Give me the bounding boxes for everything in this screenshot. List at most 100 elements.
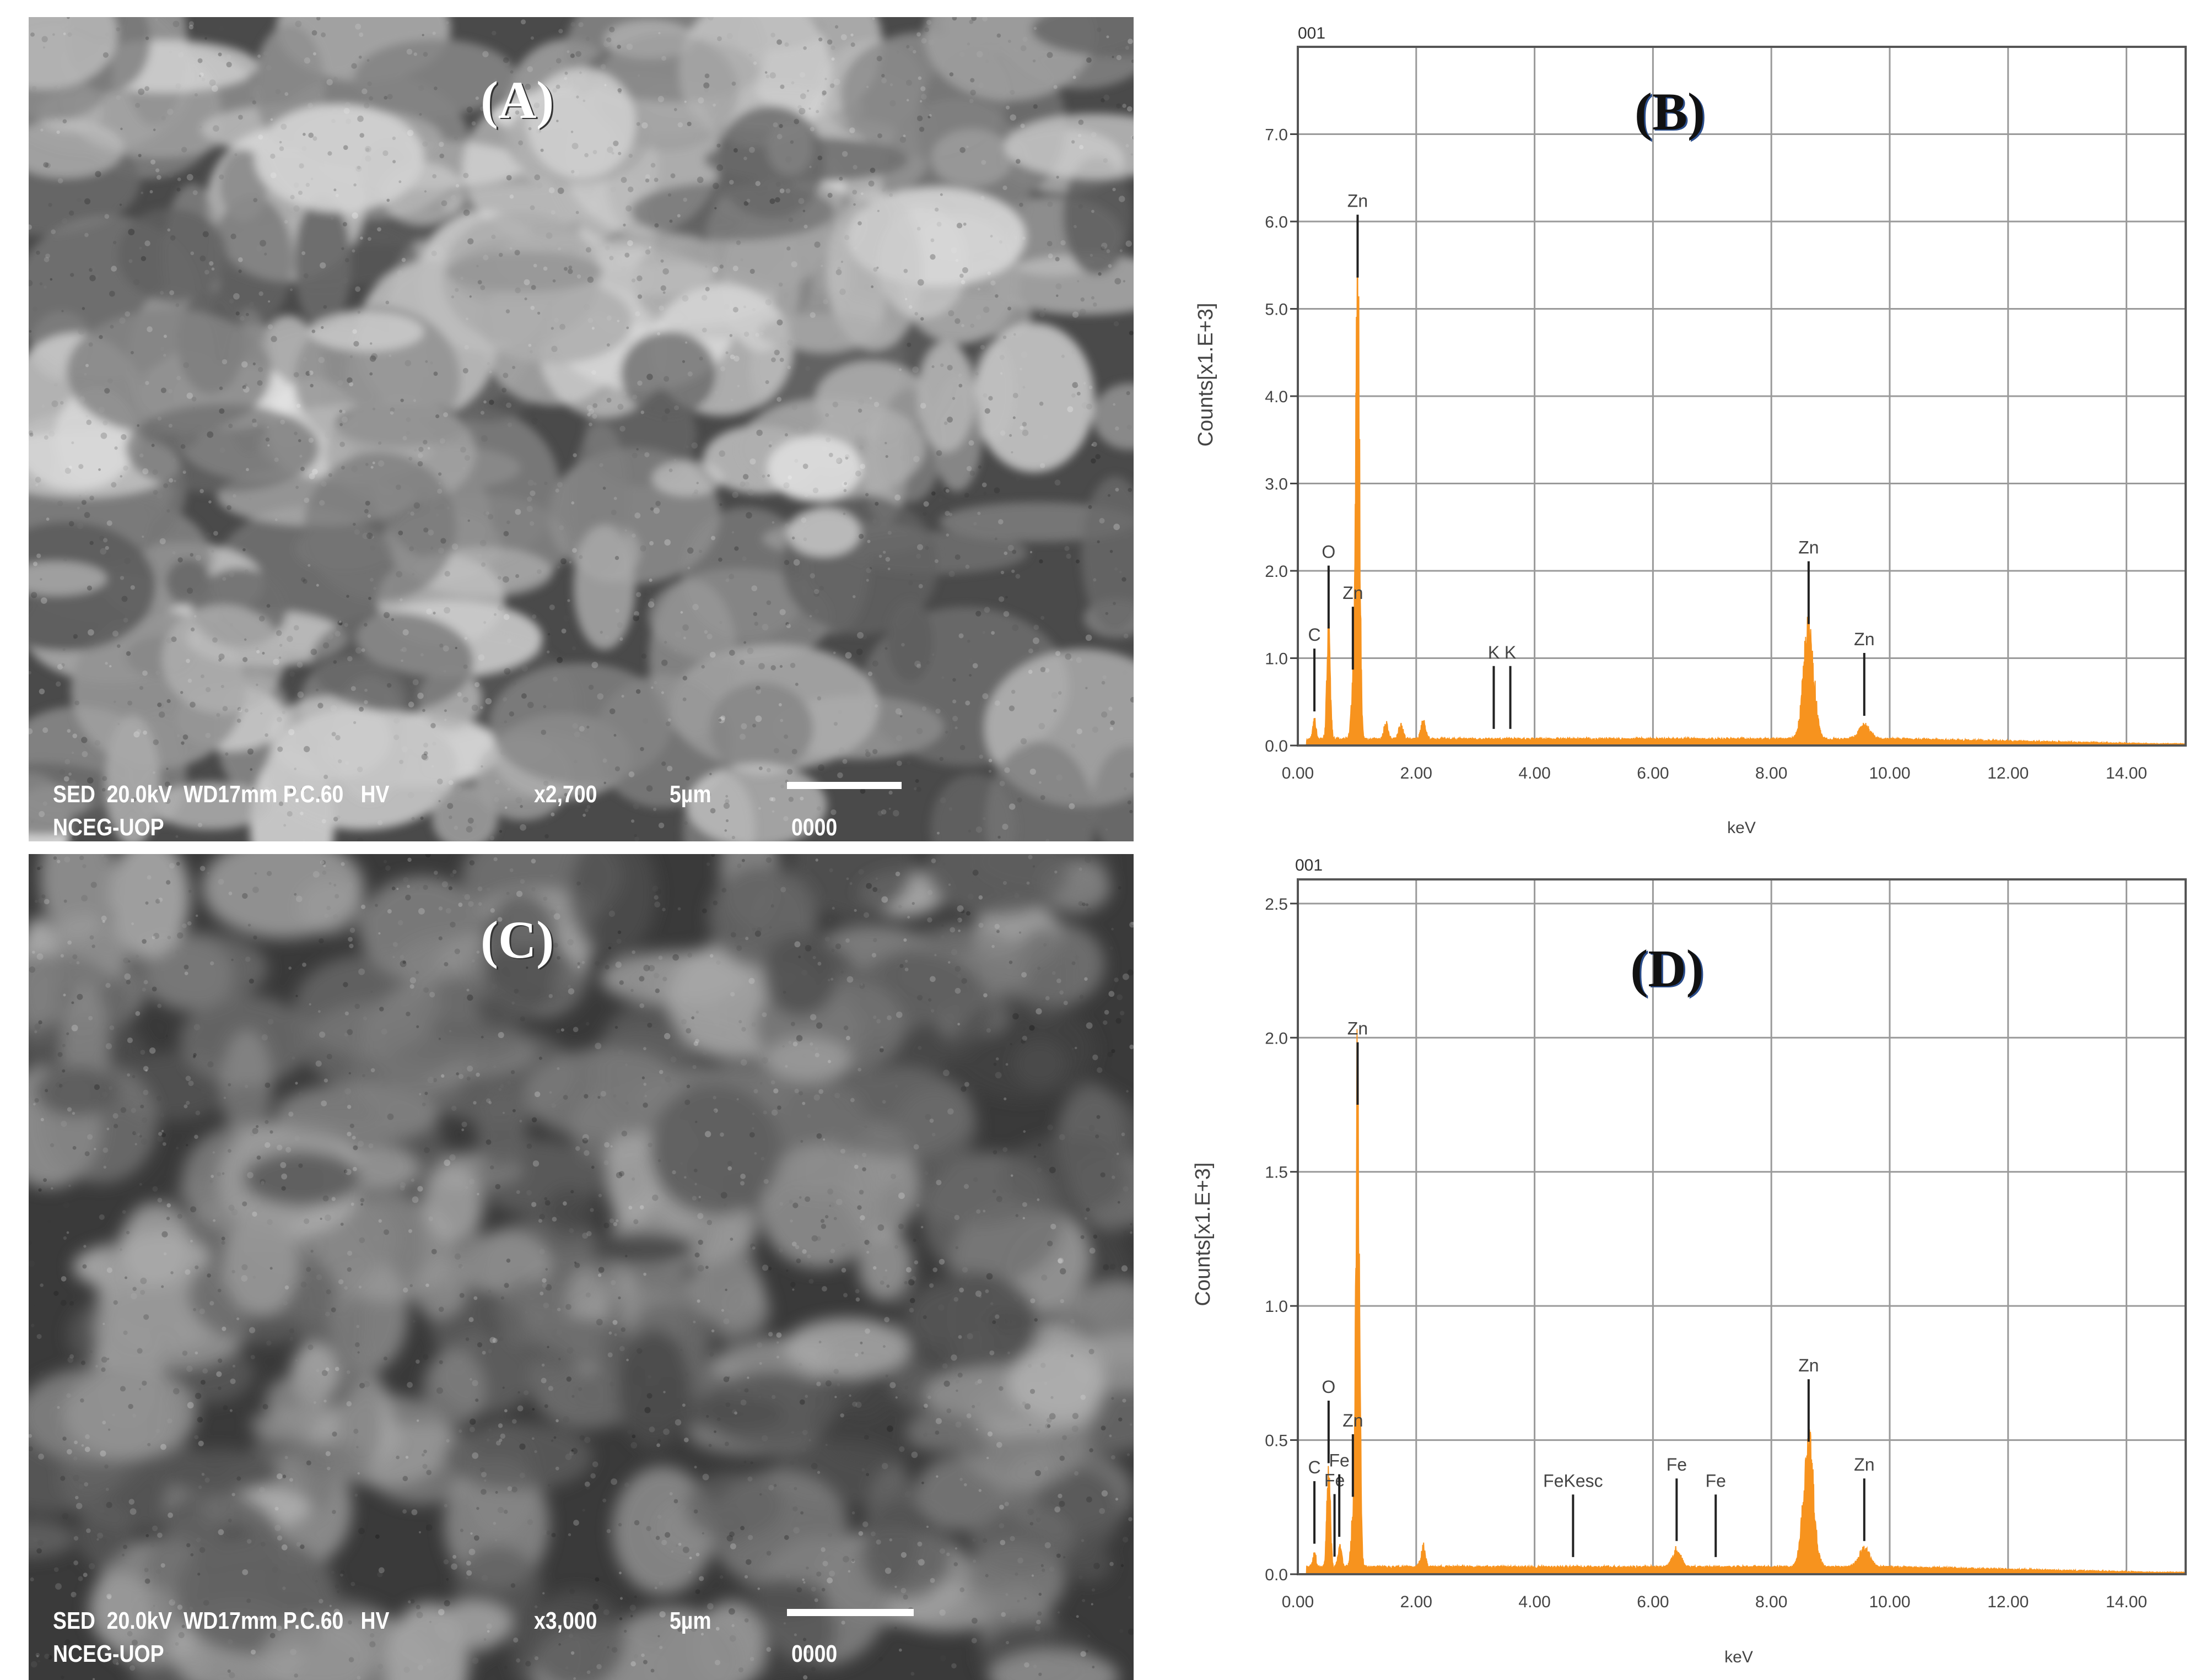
sem-grain-dot xyxy=(1005,1593,1009,1596)
sem-grain-dot xyxy=(323,865,326,867)
sem-grain-dot xyxy=(619,1597,623,1600)
sem-grain-dot xyxy=(913,1144,919,1150)
sem-grain-dot xyxy=(619,637,623,641)
sem-grain-dot xyxy=(258,367,263,372)
sem-grain-dot xyxy=(794,458,799,463)
corner-label: 001 xyxy=(1298,24,1325,42)
sem-grain-dot xyxy=(164,798,171,804)
sem-grain-dot xyxy=(480,706,483,709)
sem-grain-dot xyxy=(1123,280,1126,283)
sem-grain-dot xyxy=(199,126,202,128)
sem-grain-dot xyxy=(228,1083,231,1087)
sem-grain-dot xyxy=(81,895,88,902)
sem-grain-dot xyxy=(535,789,540,795)
sem-grain-dot xyxy=(572,723,578,729)
sem-grain-dot xyxy=(333,188,337,192)
sem-grain-dot xyxy=(157,1003,162,1008)
sem-grain-dot xyxy=(977,511,981,515)
sem-grain-dot xyxy=(579,71,582,74)
sem-grain-dot xyxy=(321,860,326,865)
sem-grain-dot xyxy=(321,1100,327,1106)
sem-grain-dot xyxy=(882,1100,886,1104)
sem-grain-dot xyxy=(568,1533,571,1536)
sem-grain-dot xyxy=(734,546,739,551)
peak-marker-label: Zn xyxy=(1798,1355,1819,1375)
sem-grain-dot xyxy=(943,1380,950,1387)
x-tick-label: 2.00 xyxy=(1400,1593,1432,1611)
sem-grain-dot xyxy=(814,609,819,614)
sem-grain-dot xyxy=(1080,1235,1085,1239)
scale-bar xyxy=(787,1609,914,1616)
sem-grain-dot xyxy=(873,1266,877,1270)
sem-grain-dot xyxy=(33,561,38,566)
sem-grain-dot xyxy=(489,1165,494,1170)
sem-grain-dot xyxy=(879,1048,884,1052)
sem-grain-dot xyxy=(481,1489,487,1495)
sem-grain-dot xyxy=(654,895,659,900)
sem-grain-dot xyxy=(145,1069,148,1072)
sem-grain-dot xyxy=(790,662,796,668)
sem-grain-dot xyxy=(739,395,742,398)
sem-grain-dot xyxy=(895,1396,898,1399)
sem-grain-dot xyxy=(502,1111,505,1114)
sem-grain-dot xyxy=(29,1434,32,1438)
sem-grain-dot xyxy=(483,400,487,404)
sem-grain-dot xyxy=(590,1208,594,1212)
sem-grain-dot xyxy=(657,1635,660,1638)
sem-grain-dot xyxy=(42,801,47,806)
sem-particle xyxy=(617,1330,691,1449)
sem-grain-dot xyxy=(288,1111,294,1117)
sem-particle xyxy=(1015,930,1074,1021)
sem-grain-dot xyxy=(627,240,633,246)
sem-grain-dot xyxy=(994,700,1000,706)
sem-grain-dot xyxy=(161,41,166,46)
sem-grain-dot xyxy=(381,1028,387,1035)
sem-grain-dot xyxy=(53,1290,59,1296)
sem-grain-dot xyxy=(130,1508,137,1515)
sem-grain-dot xyxy=(894,494,901,501)
sem-grain-dot xyxy=(407,792,414,798)
sem-grain-dot xyxy=(71,1001,74,1004)
sem-grain-dot xyxy=(122,1210,126,1214)
sem-grain-dot xyxy=(916,1559,919,1563)
sem-grain-dot xyxy=(1051,971,1056,975)
sem-grain-dot xyxy=(53,382,58,387)
sem-grain-dot xyxy=(776,1341,779,1344)
sem-particle xyxy=(1092,383,1134,450)
sem-grain-dot xyxy=(353,1428,359,1434)
sem-grain-dot xyxy=(639,1205,644,1209)
sem-grain-dot xyxy=(608,904,613,909)
sem-grain-dot xyxy=(373,587,376,590)
sem-particle xyxy=(649,1083,781,1216)
sem-grain-dot xyxy=(164,781,170,787)
sem-grain-dot xyxy=(1122,973,1129,980)
sem-grain-dot xyxy=(68,466,72,469)
sem-grain-dot xyxy=(574,1261,576,1264)
sem-grain-dot xyxy=(662,291,666,294)
sem-grain-dot xyxy=(431,991,436,997)
sem-grain-dot xyxy=(741,1027,746,1032)
sem-grain-dot xyxy=(101,854,104,857)
sem-particle xyxy=(40,854,114,942)
sem-grain-dot xyxy=(951,1663,957,1669)
sem-grain-dot xyxy=(101,915,107,921)
sem-grain-dot xyxy=(694,1182,697,1186)
sem-grain-dot xyxy=(32,950,35,954)
sem-grain-dot xyxy=(1109,946,1114,950)
sem-grain-dot xyxy=(691,1625,697,1632)
sem-grain-dot xyxy=(123,1544,128,1549)
sem-grain-dot xyxy=(544,482,548,485)
sem-grain-dot xyxy=(1024,1662,1029,1668)
sem-grain-dot xyxy=(441,200,447,207)
sem-grain-dot xyxy=(172,20,180,28)
sem-grain-dot xyxy=(569,1451,574,1456)
sem-particle xyxy=(925,854,1069,917)
sem-grain-dot xyxy=(1049,1566,1055,1572)
sem-grain-dot xyxy=(725,819,729,823)
sem-grain-dot xyxy=(699,549,702,553)
sem-grain-dot xyxy=(1079,309,1086,315)
sem-grain-dot xyxy=(40,128,44,132)
sem-grain-dot xyxy=(352,329,357,334)
sem-grain-dot xyxy=(166,699,171,703)
sem-grain-dot xyxy=(542,1530,547,1535)
